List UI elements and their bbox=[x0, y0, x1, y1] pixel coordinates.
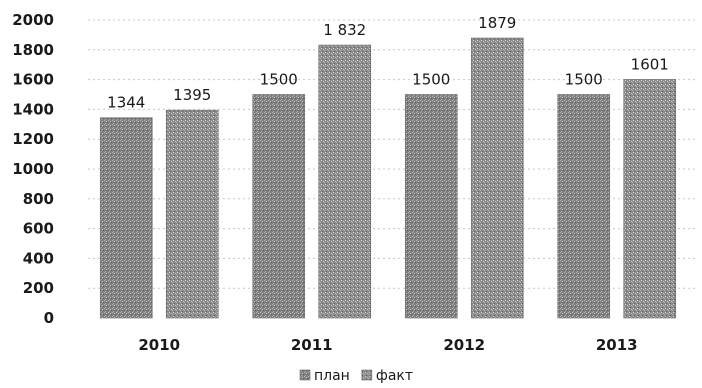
bar-fact-2011 bbox=[318, 44, 372, 319]
x-tick-label: 2011 bbox=[291, 336, 333, 354]
data-label: 1601 bbox=[631, 55, 669, 73]
y-tick-label: 2000 bbox=[12, 11, 54, 29]
y-tick-label: 1800 bbox=[12, 41, 54, 59]
y-tick-label: 600 bbox=[23, 220, 54, 238]
data-label: 1 832 bbox=[323, 21, 366, 39]
bar-fact-2013 bbox=[623, 79, 677, 319]
y-tick-label: 1400 bbox=[12, 100, 54, 118]
y-tick-label: 200 bbox=[23, 279, 54, 297]
data-label: 1344 bbox=[107, 94, 145, 112]
data-label: 1500 bbox=[412, 71, 450, 89]
y-axis-ticks: 0 200 400 600 800 1000 1200 1400 1600 1800 2000 bbox=[12, 11, 54, 327]
y-tick-label: 800 bbox=[23, 190, 54, 208]
data-label: 1500 bbox=[260, 71, 298, 89]
bar-plan-2010 bbox=[99, 117, 153, 319]
data-label: 1395 bbox=[173, 86, 211, 104]
legend-swatch bbox=[361, 369, 373, 381]
y-tick-label: 400 bbox=[23, 249, 54, 267]
x-axis-ticks: 2010 2011 2012 2013 bbox=[138, 336, 637, 354]
x-tick-label: 2012 bbox=[443, 336, 485, 354]
data-label: 1879 bbox=[478, 14, 516, 32]
x-tick-label: 2010 bbox=[138, 336, 180, 354]
bar-plan-2011 bbox=[252, 94, 306, 319]
x-tick-label: 2013 bbox=[596, 336, 638, 354]
data-label: 1500 bbox=[565, 71, 603, 89]
y-tick-label: 1600 bbox=[12, 71, 54, 89]
y-tick-label: 1000 bbox=[12, 160, 54, 178]
y-tick-label: 1200 bbox=[12, 130, 54, 148]
legend: план факт bbox=[299, 368, 413, 384]
bar-fact-2012 bbox=[470, 37, 524, 319]
bars bbox=[99, 37, 677, 319]
y-tick-label: 0 bbox=[44, 309, 54, 327]
bar-fact-2010 bbox=[165, 109, 219, 319]
data-labels: 1344 1395 1500 1 832 1500 1879 1500 1601 bbox=[107, 14, 669, 112]
bar-plan-2013 bbox=[557, 94, 611, 319]
legend-label: факт bbox=[376, 368, 413, 384]
legend-swatch bbox=[299, 369, 311, 381]
bar-plan-2012 bbox=[404, 94, 458, 319]
legend-label: план bbox=[314, 368, 350, 384]
